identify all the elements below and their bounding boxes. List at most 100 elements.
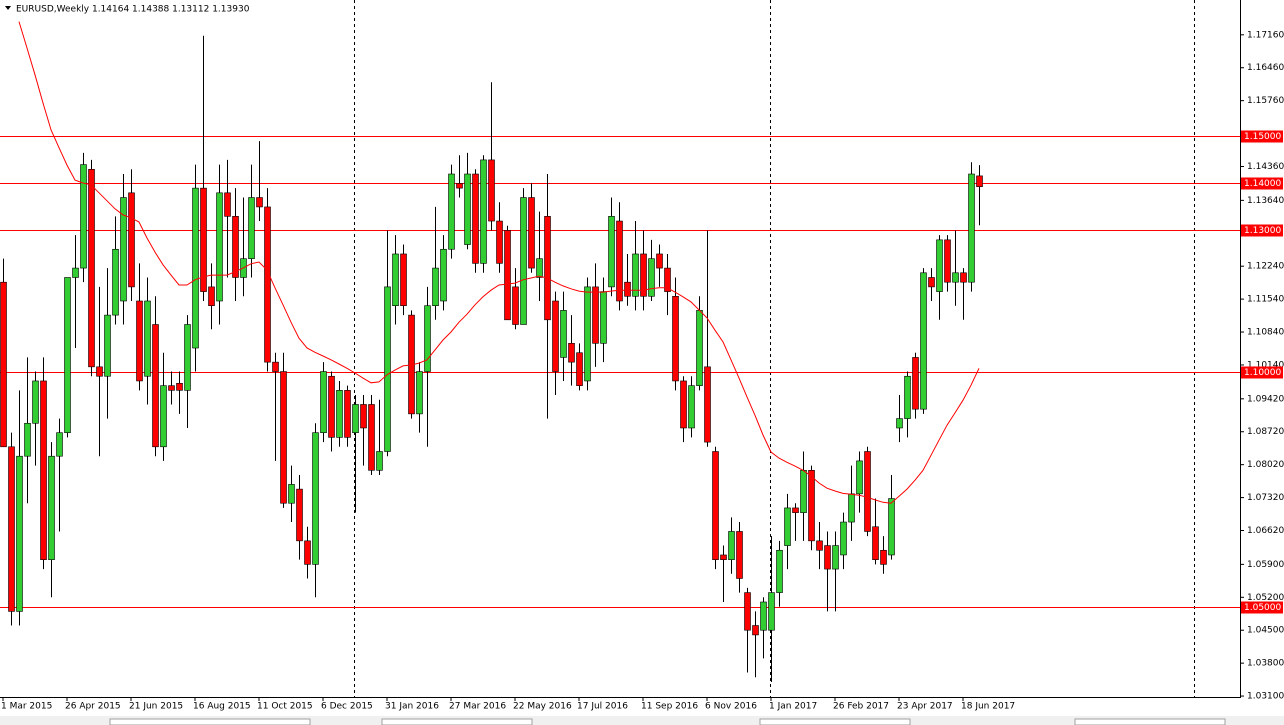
chart-title: EURUSD,Weekly 1.14164 1.14388 1.13112 1.… xyxy=(16,5,250,15)
candle-body xyxy=(672,295,679,382)
level-label: 1.14000 xyxy=(1244,179,1281,189)
candle-body xyxy=(848,493,855,523)
menu-arrow xyxy=(5,6,11,10)
year-separators xyxy=(354,0,1195,697)
tab[interactable] xyxy=(381,718,533,725)
candle-body xyxy=(768,592,775,631)
candle-body xyxy=(616,220,623,302)
x-tick-label: 1 Mar 2015 xyxy=(1,702,52,712)
candle-body xyxy=(856,460,863,495)
candle-body xyxy=(624,281,631,297)
candle-body xyxy=(904,375,911,419)
x-tick-label: 17 Jul 2016 xyxy=(577,702,628,712)
level-box xyxy=(1241,601,1283,614)
level-label: 1.13000 xyxy=(1244,226,1281,236)
y-tick-label: 1.07320 xyxy=(1247,493,1284,503)
candle-body xyxy=(592,286,599,344)
y-tick-label: 1.05200 xyxy=(1247,593,1284,603)
level-box xyxy=(1241,366,1283,379)
y-tick-label: 1.09420 xyxy=(1247,394,1284,404)
candle-body xyxy=(696,310,703,386)
tab-bar xyxy=(0,716,1284,725)
candle-body xyxy=(400,253,407,307)
y-tick-label: 1.14360 xyxy=(1247,162,1284,172)
candle-body xyxy=(792,507,799,513)
candle-body xyxy=(56,432,63,457)
candle-body xyxy=(680,380,687,429)
level-label: 1.10000 xyxy=(1244,368,1281,378)
candle-body xyxy=(184,324,191,391)
y-tick-label: 1.04500 xyxy=(1247,626,1284,636)
candle-body xyxy=(936,239,943,292)
candle-body xyxy=(832,545,839,570)
candle-body xyxy=(176,383,183,391)
candle-body xyxy=(632,253,639,297)
candle-body xyxy=(32,380,39,424)
tab[interactable] xyxy=(109,718,311,725)
candle-body xyxy=(152,324,159,448)
candle-body xyxy=(840,521,847,556)
moving-average xyxy=(18,21,980,504)
candle-body xyxy=(608,216,615,288)
candle-body xyxy=(136,300,143,382)
candle-body xyxy=(960,272,967,283)
candle-body xyxy=(560,310,567,358)
y-tick-label: 1.06620 xyxy=(1247,526,1284,536)
candle-body xyxy=(440,248,447,302)
y-tick-label: 1.08020 xyxy=(1247,460,1284,470)
y-tick-label: 1.03100 xyxy=(1247,692,1284,702)
y-tick-label: 1.03800 xyxy=(1247,659,1284,669)
candle-body xyxy=(512,286,519,325)
candle-body xyxy=(448,173,455,250)
y-tick-label: 1.17160 xyxy=(1247,30,1284,40)
candle-body xyxy=(816,540,823,551)
x-tick-label: 11 Sep 2016 xyxy=(641,702,698,712)
tab[interactable] xyxy=(1074,718,1226,725)
candle-body xyxy=(488,159,495,222)
y-tick-label: 1.10840 xyxy=(1247,328,1284,338)
candle-body xyxy=(128,192,135,288)
candle-body xyxy=(432,267,439,307)
candle-body xyxy=(808,470,815,542)
candle-body xyxy=(648,258,655,297)
x-tick-label: 27 Mar 2016 xyxy=(449,702,506,712)
candle-body xyxy=(496,220,503,264)
candle-body xyxy=(112,248,119,316)
candle-body xyxy=(296,488,303,542)
candle-body xyxy=(208,286,215,307)
candle-body xyxy=(248,197,255,259)
candle-body xyxy=(8,446,15,612)
candle-body xyxy=(272,361,279,372)
candle-body xyxy=(344,390,351,438)
candle-body xyxy=(528,197,535,269)
candle-body xyxy=(336,390,343,438)
x-tick-label: 21 Jun 2015 xyxy=(129,702,183,712)
candle-body xyxy=(424,305,431,372)
candle-body xyxy=(144,300,151,377)
candle-body xyxy=(976,175,983,188)
candle-body xyxy=(880,549,887,565)
candle-body xyxy=(104,314,111,377)
candle-body xyxy=(232,216,239,278)
y-tick-label: 1.16460 xyxy=(1247,63,1284,73)
candle-body xyxy=(280,371,287,504)
candle-body xyxy=(600,291,607,344)
x-tick-label: 26 Apr 2015 xyxy=(65,702,121,712)
level-box xyxy=(1241,177,1283,190)
candle-body xyxy=(24,422,31,457)
level-label: 1.15000 xyxy=(1244,132,1281,142)
x-tick-label: 6 Dec 2015 xyxy=(321,702,373,712)
candle-body xyxy=(264,206,271,363)
candle-body xyxy=(656,253,663,269)
candle-body xyxy=(384,286,391,452)
tab[interactable] xyxy=(759,718,911,725)
candle-body xyxy=(720,554,727,560)
candle-body xyxy=(568,343,575,363)
x-tick-label: 11 Oct 2015 xyxy=(257,702,313,712)
candle-body xyxy=(520,197,527,325)
candle-body xyxy=(48,455,55,560)
candle-body xyxy=(312,432,319,565)
y-tick-label: 1.12240 xyxy=(1247,262,1284,272)
candle-body xyxy=(704,366,711,443)
